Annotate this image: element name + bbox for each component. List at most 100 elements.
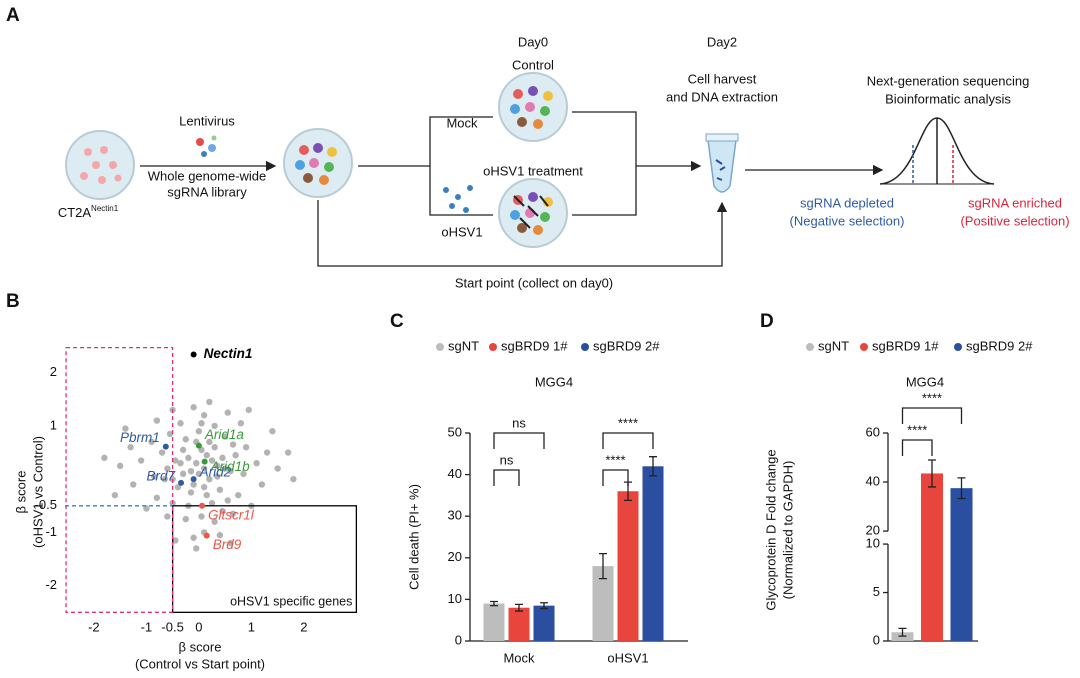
point (224, 497, 231, 504)
y-axis-label: (Normalized to GAPDH) (780, 461, 795, 600)
x-tick-label: -0.5 (161, 619, 183, 634)
label: oHSV1 treatment (483, 163, 583, 178)
point (153, 494, 161, 502)
point (190, 534, 197, 541)
y-tick-label: 60 (866, 424, 880, 439)
point (198, 420, 205, 427)
label: Day2 (707, 34, 737, 49)
legend-marker (581, 343, 589, 351)
point (127, 444, 134, 451)
cells (80, 146, 122, 184)
point (174, 483, 182, 491)
y-tick-label: -2 (45, 577, 57, 592)
point (195, 470, 203, 478)
point (193, 545, 200, 552)
point (227, 467, 234, 475)
point (211, 444, 218, 451)
error-bar (649, 456, 657, 477)
point (203, 491, 210, 499)
legend-label: sgBRD9 1# (501, 338, 568, 353)
point (258, 481, 266, 488)
significance-label: ns (500, 452, 514, 467)
point (172, 457, 179, 464)
error-bar (540, 602, 548, 610)
point (214, 473, 221, 480)
point (208, 457, 216, 464)
charts: oHSV1 specific genes Nectin1 Pbrm1 Arid1a Ar… (13, 338, 1033, 671)
gene-label: Arid1a (204, 427, 245, 442)
bar (617, 491, 639, 641)
x-tick-label: 1 (248, 619, 255, 634)
significance-bracket (602, 469, 629, 486)
point (240, 470, 247, 478)
cell-line-name: CT2A (58, 205, 92, 220)
label: Lentivirus (179, 113, 235, 128)
point (208, 499, 216, 507)
point (242, 444, 250, 451)
y-tick-label: 20 (448, 549, 462, 564)
label: Whole genome-wide (148, 168, 267, 183)
significance-bracket (901, 439, 933, 456)
legend-marker (489, 343, 497, 351)
gene-label: Gltscr1l (208, 507, 255, 522)
panel-label: B (6, 291, 20, 312)
label: oHSV1 (441, 224, 482, 239)
x-tick-label: 0 (195, 619, 202, 634)
legend-marker (436, 343, 444, 351)
point (206, 475, 213, 483)
highlight-point (178, 479, 185, 486)
point (182, 436, 189, 443)
label: and DNA extraction (666, 89, 778, 104)
point (182, 515, 189, 523)
legend-label: sgNT (448, 338, 479, 353)
significance-bracket (901, 407, 963, 424)
error-bar (928, 459, 936, 488)
point (185, 454, 192, 462)
point (143, 505, 150, 512)
label: sgRNA enriched (968, 195, 1062, 210)
gene-label: Brd7 (146, 468, 175, 483)
cells (295, 143, 337, 185)
y-axis-label: β score (13, 471, 28, 514)
legend-label: sgBRD9 2# (593, 338, 660, 353)
connector (429, 116, 493, 216)
connector (572, 111, 637, 216)
significance-label: **** (605, 452, 625, 467)
point (198, 513, 205, 520)
highlight-point (199, 502, 206, 509)
x-axis-label: (Control vs Start point) (135, 656, 265, 671)
point (193, 459, 200, 467)
point (211, 518, 218, 525)
y-tick-label: 0 (455, 632, 462, 647)
y-tick-label: 50 (448, 424, 462, 439)
significance-label: ns (512, 415, 526, 430)
cells (510, 86, 553, 129)
y-tick-label: 1 (50, 417, 57, 432)
point (187, 467, 195, 475)
point (290, 475, 297, 483)
y-tick-label: 2 (50, 364, 57, 379)
point (237, 420, 245, 427)
cell-line: CT2ANectin1 (58, 204, 119, 220)
y-tick-label: 0 (873, 632, 880, 647)
x-axis-label: β score (179, 639, 222, 654)
label: (Negative selection) (790, 213, 905, 228)
point (206, 438, 213, 446)
y-tick-label: 40 (448, 466, 462, 481)
x-tick-label: Mock (503, 650, 535, 665)
highlight-point (201, 458, 208, 465)
y-tick-label: -1 (45, 524, 57, 539)
point (200, 483, 208, 491)
bar (508, 607, 530, 641)
point (148, 438, 155, 446)
bar (483, 603, 505, 641)
point (101, 454, 108, 462)
legend-marker (806, 343, 814, 351)
label: Mock (446, 115, 478, 130)
point (253, 459, 260, 467)
tube-cap (705, 133, 739, 142)
label: Cell harvest (688, 71, 757, 86)
point (166, 430, 174, 438)
point (200, 412, 208, 419)
